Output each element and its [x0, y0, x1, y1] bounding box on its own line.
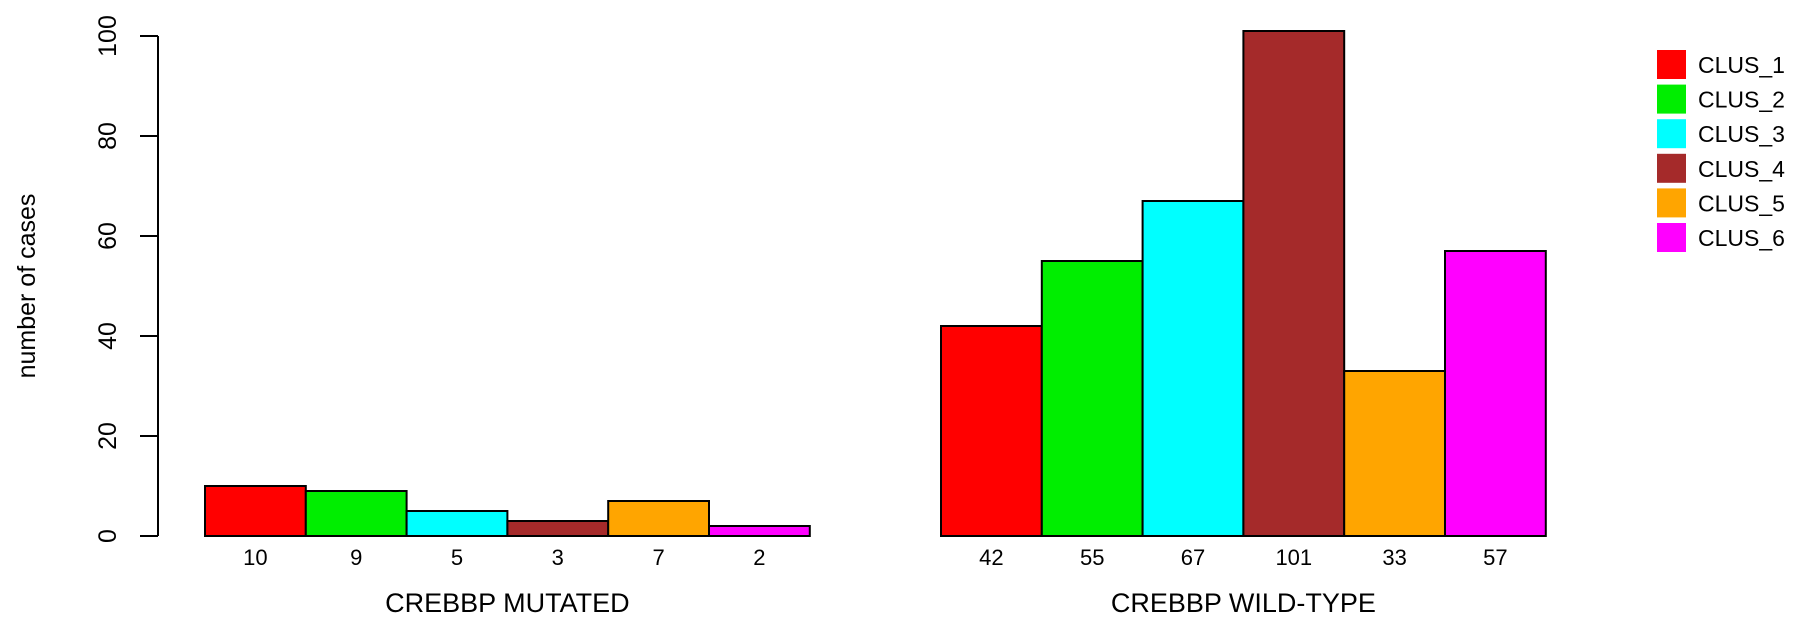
bar-value-label: 3 — [552, 545, 564, 570]
bar-value-label: 10 — [243, 545, 267, 570]
bar-value-label: 57 — [1483, 545, 1507, 570]
bar-value-label: 42 — [979, 545, 1003, 570]
bar-value-label: 33 — [1382, 545, 1406, 570]
legend-item: CLUS_4 — [1657, 153, 1785, 183]
bar-value-label: 101 — [1275, 545, 1312, 570]
bar — [506, 520, 610, 537]
bar-value-label: 5 — [451, 545, 463, 570]
legend-swatch — [1657, 50, 1686, 79]
y-tick-label: 0 — [94, 529, 122, 543]
legend-item: CLUS_6 — [1657, 223, 1785, 252]
legend-swatch — [1657, 119, 1686, 149]
legend-swatch — [1657, 223, 1686, 252]
bar — [1141, 200, 1245, 537]
legend-label: CLUS_2 — [1698, 87, 1785, 113]
legend-swatch — [1657, 153, 1686, 183]
bar-value-label: 55 — [1080, 545, 1104, 570]
bar — [1343, 370, 1446, 537]
group-label: CREBBP MUTATED — [385, 588, 630, 618]
group-label: CREBBP WILD-TYPE — [1111, 588, 1376, 618]
bar — [1040, 260, 1144, 537]
bar — [1444, 250, 1547, 537]
bar-value-label: 9 — [350, 545, 362, 570]
bar-group: 10 9 5 3 7 2 CREBBP MUTATED — [204, 485, 811, 618]
y-tick-label: 40 — [94, 322, 122, 350]
y-tick-label: 100 — [94, 15, 122, 57]
legend-label: CLUS_5 — [1698, 190, 1785, 216]
bar-value-label: 67 — [1181, 545, 1205, 570]
legend-item: CLUS_3 — [1657, 119, 1785, 149]
bar — [940, 325, 1043, 537]
legend-label: CLUS_1 — [1698, 52, 1785, 78]
bar-value-label: 7 — [652, 545, 664, 570]
legend-item: CLUS_5 — [1657, 188, 1785, 218]
y-tick-label: 20 — [94, 422, 122, 450]
legend-swatch — [1657, 84, 1686, 114]
legend-item: CLUS_2 — [1657, 84, 1785, 114]
legend-item: CLUS_1 — [1657, 50, 1785, 79]
bar-group: 42 55 67 101 33 57 CREBBP WILD-TYPE — [940, 30, 1547, 618]
legend: CLUS_1 CLUS_2 CLUS_3 CLUS_4 CLUS_5 CLUS_6 — [1657, 50, 1785, 252]
bar — [405, 510, 509, 537]
legend-label: CLUS_4 — [1698, 156, 1785, 182]
legend-swatch — [1657, 188, 1686, 218]
y-axis: 0 20 40 60 80 100 — [94, 15, 159, 543]
bars: 10 9 5 3 7 2 CREBBP MUTATED 42 55 67 101 33 57 CREBBP… — [204, 30, 1547, 618]
bar — [304, 490, 408, 537]
bar — [1242, 30, 1346, 537]
bar — [204, 485, 307, 537]
bar — [607, 500, 711, 537]
bar — [708, 525, 811, 537]
legend-label: CLUS_6 — [1698, 225, 1785, 251]
y-axis-label: number of cases — [13, 194, 41, 379]
legend-label: CLUS_3 — [1698, 121, 1785, 147]
bar-value-label: 2 — [753, 545, 765, 570]
y-tick-label: 60 — [94, 222, 122, 250]
y-tick-label: 80 — [94, 122, 122, 150]
